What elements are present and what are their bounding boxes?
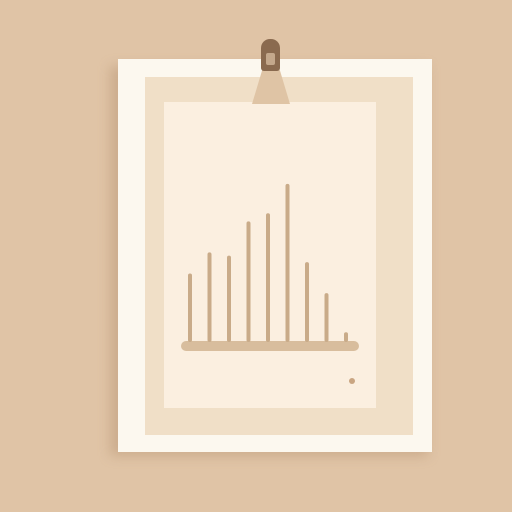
picture-frame <box>118 59 432 452</box>
pin-highlight <box>266 53 275 65</box>
poster-paper <box>164 102 376 408</box>
frame-mat <box>145 77 413 435</box>
clip-bracket <box>252 64 290 104</box>
